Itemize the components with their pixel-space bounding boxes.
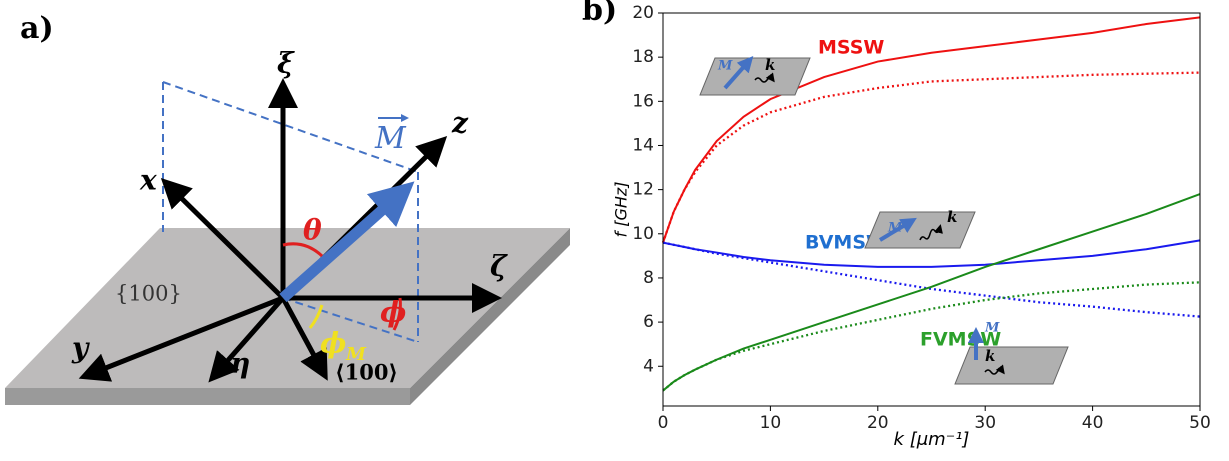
y-tick-label: 8	[643, 268, 654, 288]
slab-front	[5, 388, 410, 405]
y-tick-label: 4	[643, 356, 654, 376]
x-tick-label: 0	[658, 413, 669, 433]
theta-arc	[282, 242, 324, 258]
y-tick-label: 20	[632, 3, 654, 23]
label: x	[139, 164, 157, 197]
label: z	[451, 107, 469, 140]
series-line	[662, 241, 1201, 318]
label: ϕ	[380, 296, 406, 329]
x-tick-label: 30	[974, 413, 996, 433]
phi-arc	[392, 297, 402, 331]
x-tick-label: 40	[1082, 413, 1104, 433]
label: θ	[303, 214, 322, 247]
label: ⟨100⟩	[335, 360, 398, 385]
inset-label: M	[717, 59, 733, 74]
y-tick-label: 18	[632, 47, 654, 67]
panel-label: a)	[20, 11, 54, 46]
series-line	[662, 281, 1201, 392]
m-vector	[279, 181, 415, 303]
y-axis-label: f [GHz]	[612, 181, 631, 237]
inset-label: M	[984, 321, 1000, 336]
label: M	[345, 344, 367, 365]
label: η	[230, 347, 250, 380]
x-tick-label: 50	[1189, 413, 1211, 433]
y-tick-label: 10	[632, 224, 654, 244]
inset-label: k	[765, 56, 775, 74]
phi-m-arc	[308, 304, 324, 329]
inset-label: k	[947, 208, 957, 226]
series-line	[661, 71, 1201, 243]
panel-label: b)	[582, 0, 617, 28]
label: {100}	[115, 282, 182, 306]
x-tick-label: 10	[760, 413, 782, 433]
slab-side	[410, 228, 570, 405]
panel-a: a) ξ x z M θ ζ {100} ϕ ϕ	[5, 11, 570, 405]
inset-label: M	[887, 221, 903, 236]
insets: M k M k M k	[699, 56, 1069, 385]
axes	[78, 78, 502, 383]
y-tick-label: 14	[632, 135, 654, 155]
label: ζ	[490, 250, 508, 283]
series-line	[662, 16, 1201, 243]
annotation: MSSW	[818, 37, 884, 59]
x-tick-label: 20	[867, 413, 889, 433]
plot-frame	[662, 12, 1201, 407]
x-axis-label: k [μm⁻¹]	[894, 429, 970, 450]
label: M	[374, 121, 407, 156]
label: y	[71, 332, 90, 365]
inset-label: k	[985, 347, 995, 365]
y-tick-label: 6	[643, 312, 654, 332]
y-tick-label: 12	[632, 180, 654, 200]
label: ϕ	[320, 327, 346, 360]
y-tick-label: 16	[632, 91, 654, 111]
label: ξ	[277, 47, 295, 80]
